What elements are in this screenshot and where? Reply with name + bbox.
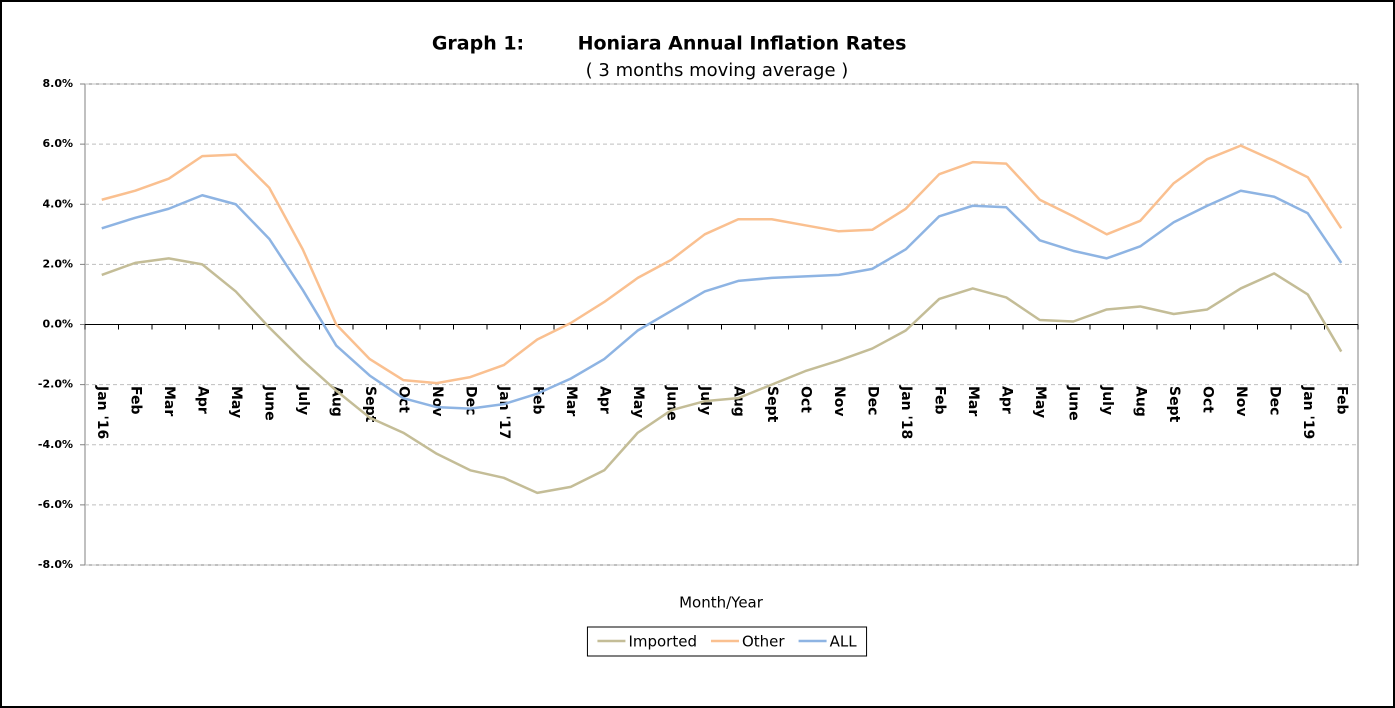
x-tick-label: Jan '19 <box>1300 385 1316 439</box>
x-tick-label: Dec <box>462 386 478 415</box>
legend-label: Other <box>742 633 785 651</box>
x-tick-label: Sept <box>764 386 780 423</box>
x-tick-label: Apr <box>194 386 210 414</box>
x-tick-label: July <box>295 385 311 415</box>
y-tick-label: -6.0% <box>38 498 73 511</box>
x-tick-label: Aug <box>1132 386 1148 417</box>
x-tick-label: Feb <box>127 386 143 415</box>
x-tick-label: Dec <box>1266 386 1282 415</box>
y-tick-label: 6.0% <box>42 137 73 150</box>
series-line <box>101 257 1343 495</box>
x-tick-label: Apr <box>596 386 612 414</box>
graph-label: Graph 1: <box>432 33 524 55</box>
x-tick-label: Jan '18 <box>898 385 914 439</box>
y-tick-label: -2.0% <box>38 378 73 391</box>
x-tick-label: May <box>630 386 646 418</box>
y-tick-label: -8.0% <box>38 558 73 571</box>
x-tick-label: Sept <box>1166 386 1182 423</box>
x-tick-label: Jan '17 <box>496 385 512 439</box>
x-tick-label: Dec <box>864 386 880 415</box>
x-tick-label: Jan '16 <box>94 385 110 439</box>
legend-label: ALL <box>830 633 858 651</box>
x-tick-label: Nov <box>1233 386 1249 416</box>
x-tick-label: June <box>1065 385 1081 421</box>
x-tick-label: Mar <box>161 386 177 416</box>
x-tick-label: Nov <box>429 386 445 416</box>
y-tick-label: 2.0% <box>42 257 73 270</box>
x-tick-label: Mar <box>563 386 579 416</box>
x-tick-label: Mar <box>965 386 981 416</box>
y-tick-label: 4.0% <box>42 197 73 210</box>
x-tick-label: July <box>1099 385 1115 415</box>
y-tick-label: -4.0% <box>38 438 73 451</box>
chart-subtitle: ( 3 months moving average ) <box>586 60 849 81</box>
y-tick-label: 0.0% <box>42 318 73 331</box>
x-tick-label: Feb <box>931 386 947 415</box>
x-tick-label: June <box>261 385 277 421</box>
x-tick-label: Apr <box>998 386 1014 414</box>
x-tick-label: Oct <box>797 386 813 413</box>
x-tick-label: Nov <box>831 386 847 416</box>
x-tick-label: Feb <box>1333 386 1349 415</box>
x-tick-label: Oct <box>395 386 411 413</box>
x-tick-label: May <box>228 386 244 418</box>
chart-title: Honiara Annual Inflation Rates <box>578 33 907 55</box>
x-tick-label: Oct <box>1199 386 1215 413</box>
series-line <box>101 189 1343 410</box>
x-tick-label: May <box>1032 386 1048 418</box>
y-tick-label: 8.0% <box>42 77 73 90</box>
legend-label: Imported <box>628 633 697 651</box>
x-tick-label: Aug <box>730 386 746 417</box>
legend: Imported Other ALL <box>586 626 868 657</box>
series-line <box>101 144 1343 385</box>
x-axis-label: Month/Year <box>679 594 764 612</box>
